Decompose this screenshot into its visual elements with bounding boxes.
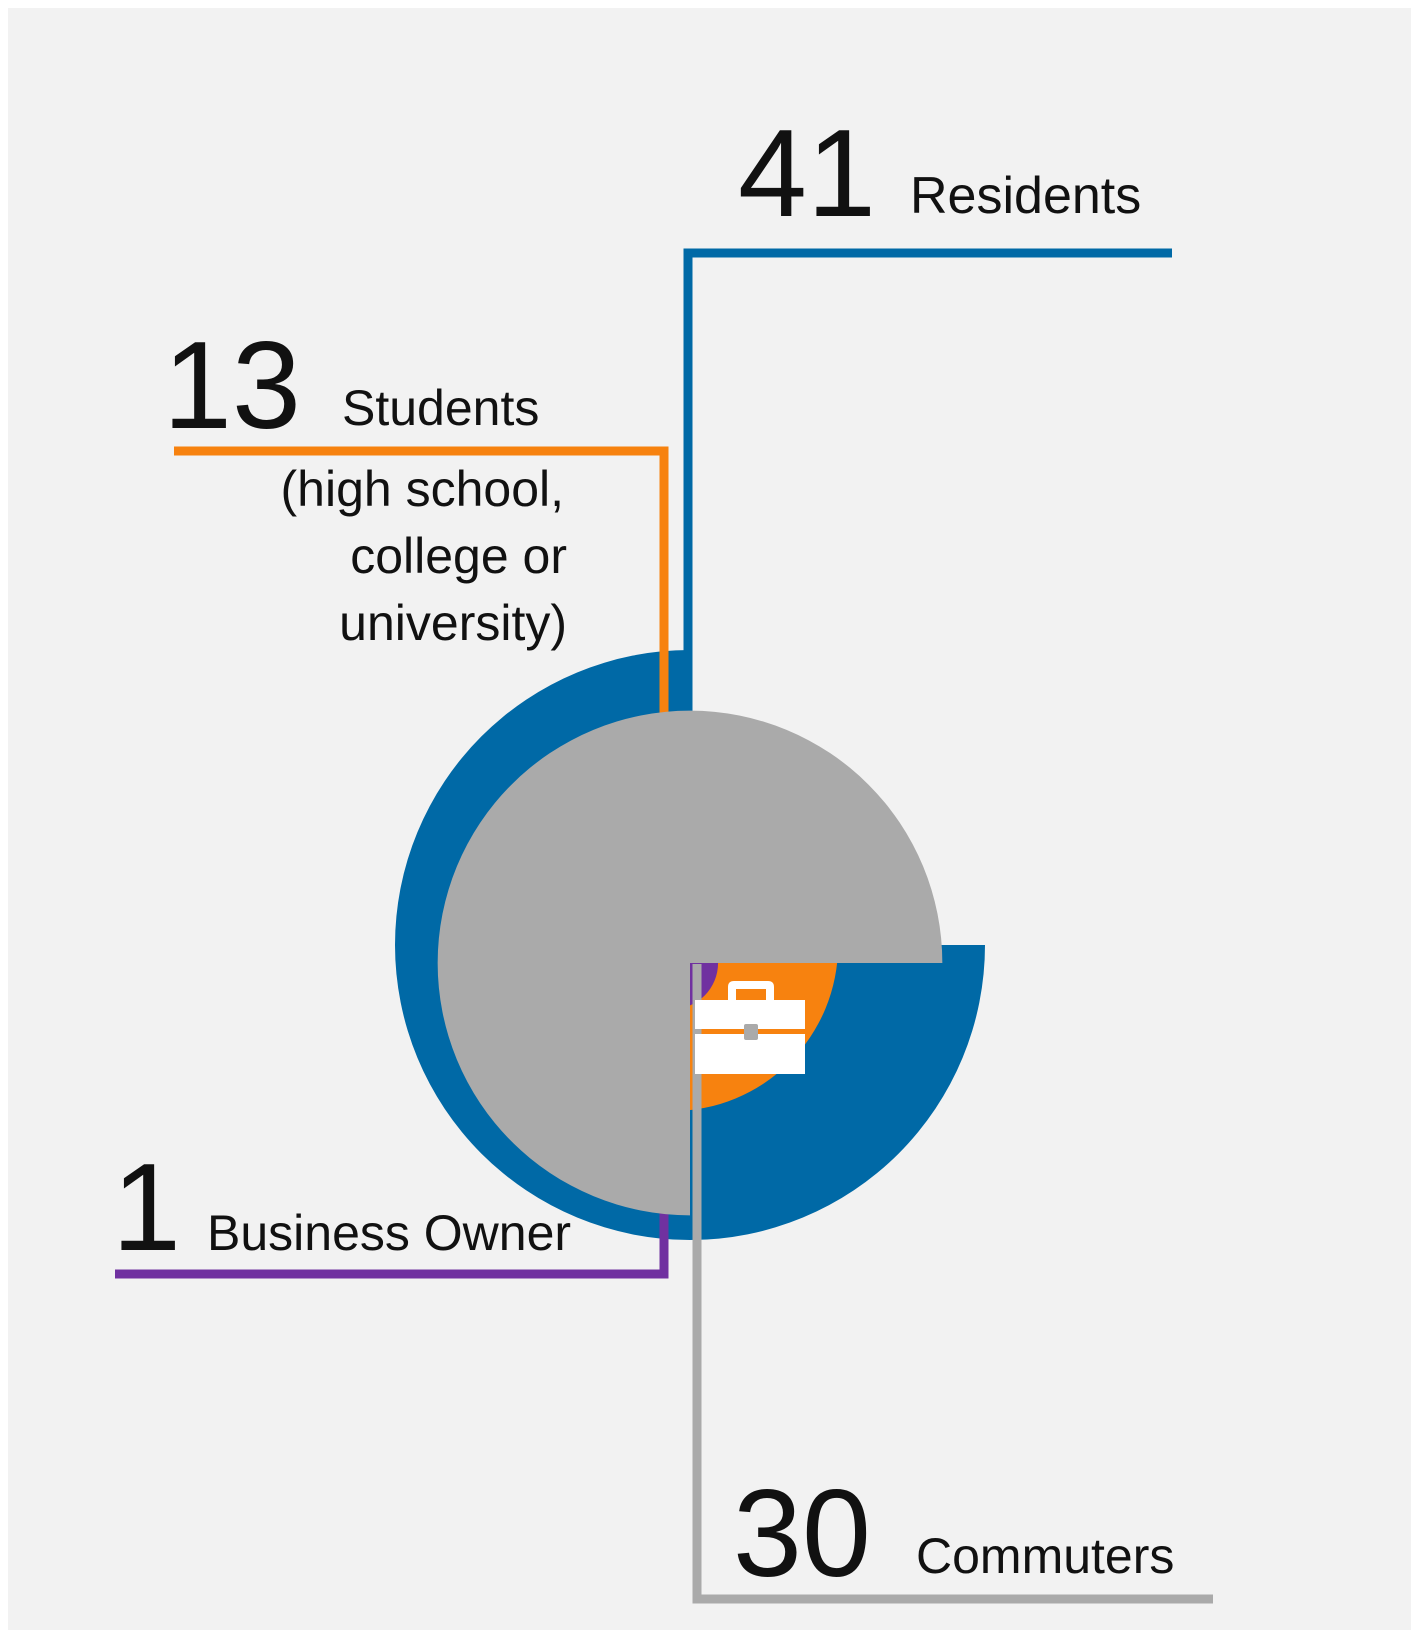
residents-label: Residents bbox=[910, 167, 1141, 225]
commuters-label: Commuters bbox=[916, 1528, 1174, 1584]
students-sublabel-line-3: university) bbox=[339, 595, 567, 651]
business-value: 1 bbox=[112, 1139, 181, 1277]
students-value: 13 bbox=[163, 317, 301, 455]
commuters-group: 30 Commuters bbox=[437, 710, 1213, 1604]
students-sublabel-line-2: college or bbox=[350, 528, 567, 584]
commuters-petal bbox=[437, 710, 943, 1216]
commuters-leader-line bbox=[692, 964, 1213, 1604]
commuters-value: 30 bbox=[733, 1465, 871, 1603]
business-label: Business Owner bbox=[207, 1205, 571, 1261]
students-sublabel-line-1: (high school, bbox=[281, 461, 565, 517]
students-label: Students bbox=[342, 380, 539, 436]
briefcase-icon bbox=[695, 981, 805, 1074]
residents-value: 41 bbox=[738, 105, 876, 243]
